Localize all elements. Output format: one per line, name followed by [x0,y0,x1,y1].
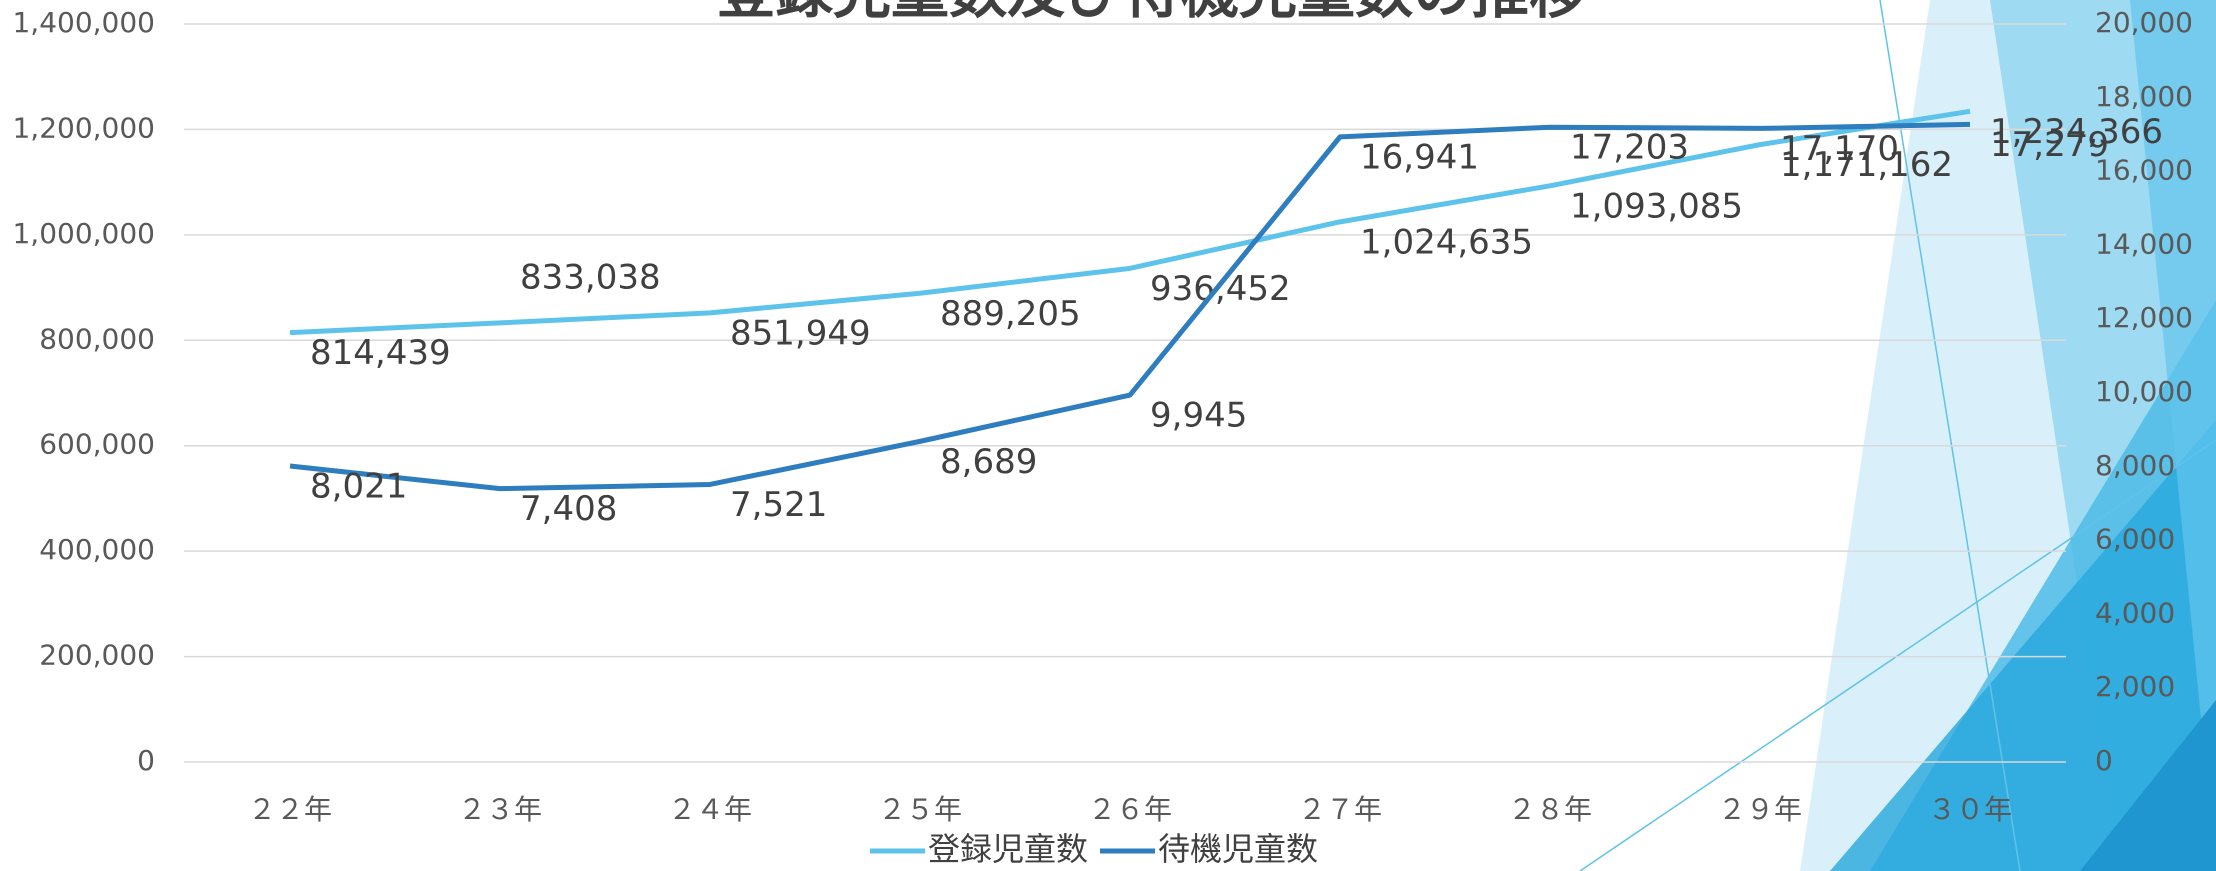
x-tick-label: ２７年 [1298,793,1382,826]
legend-label: 登録児童数 [928,830,1088,868]
data-label: 17,279 [1990,125,2109,165]
y2-tick-label: 12,000 [2095,301,2193,334]
x-tick-label: ２３年 [458,793,542,826]
y-tick-label: 800,000 [39,322,155,355]
y2-tick-label: 20,000 [2095,6,2193,39]
data-label: 814,439 [310,333,451,373]
data-label: 7,408 [520,489,617,529]
y2-tick-label: 0 [2095,744,2113,777]
x-tick-label: ３０年 [1928,793,2012,826]
y-tick-label: 1,400,000 [12,6,155,39]
data-label: 833,038 [520,257,661,297]
y-tick-label: 400,000 [39,533,155,566]
y-tick-label: 200,000 [39,639,155,672]
data-line [290,124,1970,488]
data-label: 889,205 [940,294,1081,334]
data-label: 17,203 [1570,128,1689,168]
y2-tick-label: 18,000 [2095,80,2193,113]
chart-title: 登録児童数及び待機児童数の推移 [716,0,1587,26]
y2-tick-label: 8,000 [2095,449,2175,482]
y2-tick-label: 6,000 [2095,523,2175,556]
y-tick-label: 1,200,000 [12,111,155,144]
data-label: 1,093,085 [1570,186,1743,226]
x-tick-label: ２６年 [1088,793,1172,826]
data-label: 8,689 [940,442,1037,482]
data-label: 1,024,635 [1360,222,1533,262]
y2-tick-label: 14,000 [2095,227,2193,260]
x-tick-label: ２５年 [878,793,962,826]
y2-tick-label: 4,000 [2095,596,2175,629]
x-tick-label: ２２年 [248,793,332,826]
data-label: 17,170 [1780,129,1899,169]
y2-tick-label: 10,000 [2095,375,2193,408]
data-label: 8,021 [310,467,407,507]
data-label: 851,949 [730,313,871,353]
data-label: 16,941 [1360,137,1479,177]
chart: 登録児童数及び待機児童数の推移 0 200,000 400,000 600,000 80… [0,0,2216,871]
y-tick-label: 0 [137,744,155,777]
x-tick-label: ２８年 [1508,793,1592,826]
y2-tick-label: 16,000 [2095,154,2193,187]
x-tick-label: ２４年 [668,793,752,826]
legend-label: 待機児童数 [1158,830,1318,868]
y-tick-label: 1,000,000 [12,217,155,250]
x-tick-label: ２９年 [1718,793,1802,826]
y2-tick-label: 2,000 [2095,670,2175,703]
data-label: 936,452 [1150,269,1291,309]
data-label: 7,521 [730,485,827,525]
data-label: 9,945 [1150,396,1247,436]
y-tick-label: 600,000 [39,428,155,461]
